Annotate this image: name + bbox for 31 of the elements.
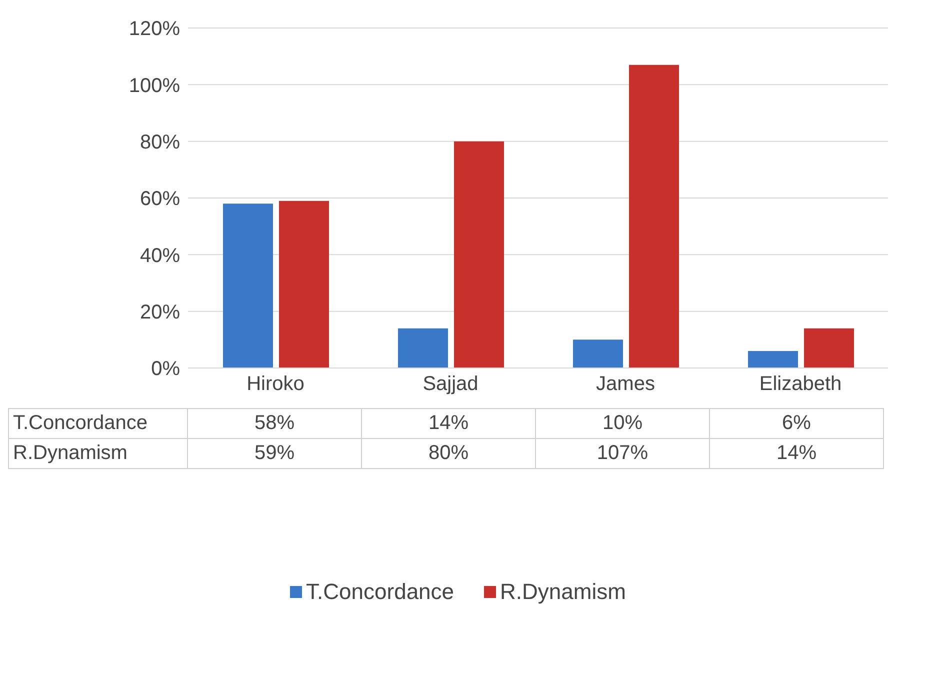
text: 10% (602, 412, 643, 434)
bar (454, 141, 504, 368)
text: 107% (596, 442, 648, 464)
bar (223, 204, 273, 368)
y-tick-label: 80% (140, 131, 180, 154)
y-tick-label: 120% (128, 18, 180, 40)
bar (748, 351, 798, 368)
x-tick-label: James (596, 373, 655, 396)
y-tick-label: 100% (128, 74, 180, 97)
y-tick-label: 0% (151, 358, 180, 380)
bar (804, 328, 854, 368)
bar (398, 328, 448, 368)
legend-label: T.Concordance (305, 579, 454, 605)
x-tick-label: Elizabeth (759, 373, 842, 396)
y-tick-label: 60% (140, 188, 180, 210)
text: 59% (254, 442, 295, 464)
y-tick-label: 20% (140, 301, 180, 324)
text: 14% (428, 412, 469, 434)
x-tick-label: Sajjad (422, 373, 478, 396)
y-tick-label: 40% (140, 244, 180, 267)
text: 58% (254, 412, 295, 434)
text: T.Concordance (13, 412, 148, 434)
text: 80% (428, 442, 469, 464)
text: 6% (782, 412, 811, 434)
text: R.Dynamism (13, 442, 128, 464)
bar (629, 64, 679, 368)
text: 14% (776, 442, 817, 464)
legend-label: R.Dynamism (499, 579, 626, 605)
x-tick-label: Hiroko (246, 373, 304, 396)
bar (573, 340, 623, 368)
bar (279, 200, 329, 368)
